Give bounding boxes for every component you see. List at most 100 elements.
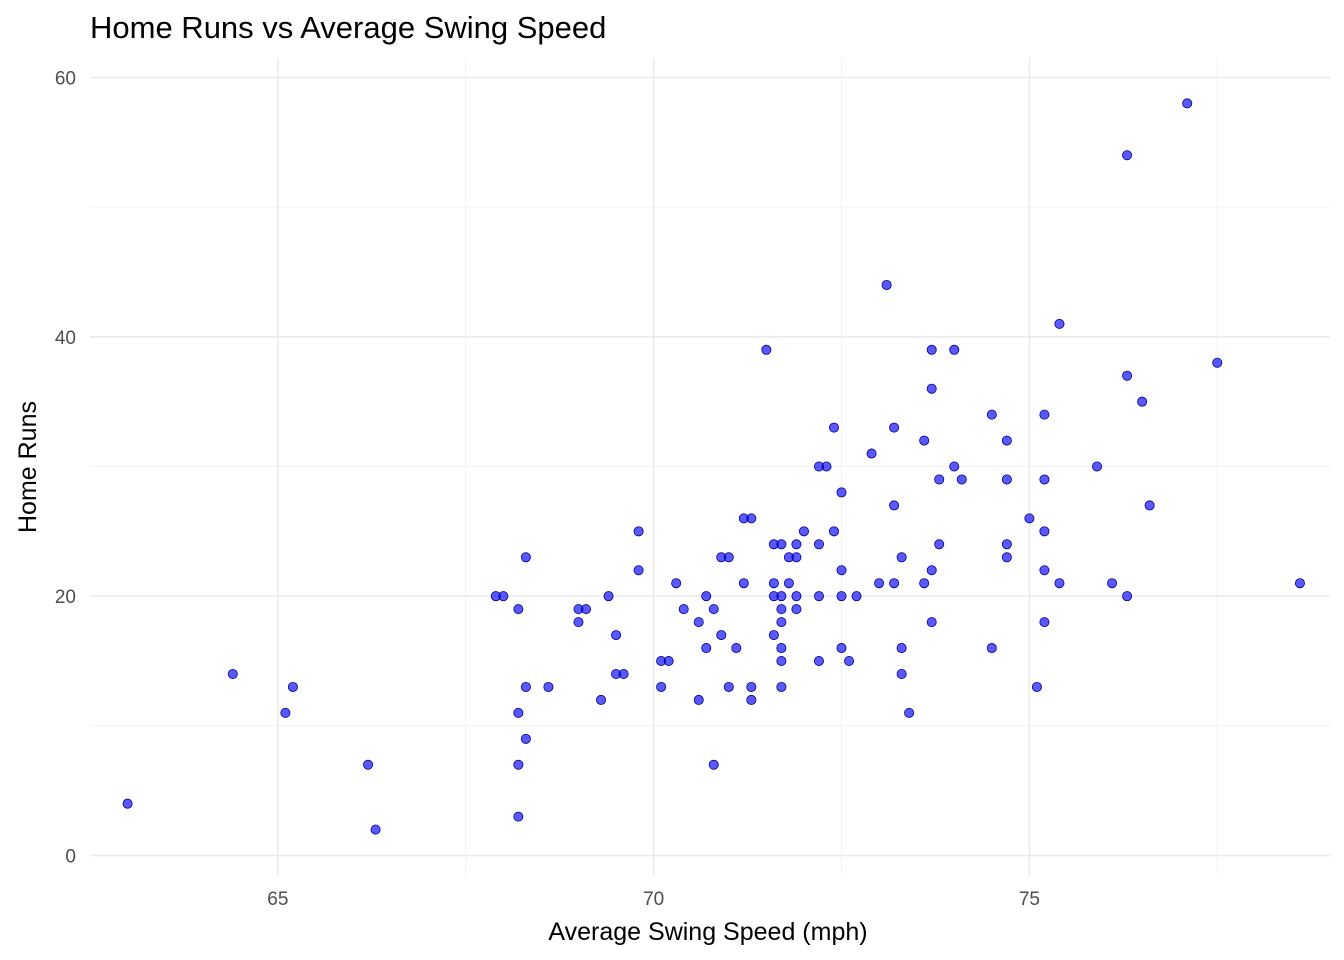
data-point — [746, 694, 757, 705]
data-point — [919, 578, 930, 589]
data-point — [1039, 474, 1050, 485]
data-point — [513, 707, 524, 718]
data-point — [956, 474, 967, 485]
data-point — [813, 656, 824, 667]
data-point — [866, 448, 877, 459]
data-point — [791, 604, 802, 615]
data-point — [1001, 539, 1012, 550]
data-point — [776, 539, 787, 550]
data-point — [813, 591, 824, 602]
data-point — [1137, 396, 1148, 407]
y-tick-label: 60 — [55, 68, 76, 89]
data-point — [498, 591, 509, 602]
data-point — [1039, 409, 1050, 420]
data-point — [1092, 461, 1103, 472]
data-point — [520, 733, 531, 744]
data-point — [370, 824, 381, 835]
data-point — [122, 798, 133, 809]
data-point — [656, 681, 667, 692]
data-point — [708, 604, 719, 615]
data-point — [791, 539, 802, 550]
data-point — [603, 591, 614, 602]
data-point — [889, 500, 900, 511]
chart-title: Home Runs vs Average Swing Speed — [90, 10, 607, 45]
data-point — [618, 668, 629, 679]
data-point — [701, 643, 712, 654]
data-point — [280, 707, 291, 718]
data-point — [693, 694, 704, 705]
data-point — [543, 681, 554, 692]
data-point — [363, 759, 374, 770]
data-point — [896, 552, 907, 563]
data-point — [1182, 98, 1193, 109]
data-point — [836, 591, 847, 602]
data-point — [776, 591, 787, 602]
data-point — [701, 591, 712, 602]
data-point — [986, 643, 997, 654]
data-point — [678, 604, 689, 615]
data-point — [874, 578, 885, 589]
data-point — [926, 383, 937, 394]
data-points — [122, 98, 1305, 835]
data-point — [813, 539, 824, 550]
data-point — [791, 591, 802, 602]
data-point — [723, 681, 734, 692]
data-point — [889, 422, 900, 433]
data-point — [889, 578, 900, 589]
data-point — [1054, 318, 1065, 329]
data-point — [881, 279, 892, 290]
data-point — [513, 759, 524, 770]
data-point — [596, 694, 607, 705]
x-tick-label: 65 — [267, 889, 288, 910]
data-point — [776, 604, 787, 615]
grid — [90, 58, 1330, 875]
data-point — [738, 578, 749, 589]
data-point — [904, 707, 915, 718]
data-point — [798, 526, 809, 537]
data-point — [1054, 578, 1065, 589]
data-point — [1001, 552, 1012, 563]
data-point — [896, 668, 907, 679]
data-point — [1107, 578, 1118, 589]
x-tick-label: 75 — [1019, 889, 1040, 910]
data-point — [768, 630, 779, 641]
data-point — [1001, 435, 1012, 446]
data-point — [520, 552, 531, 563]
data-point — [723, 552, 734, 563]
data-point — [1144, 500, 1155, 511]
data-point — [287, 681, 298, 692]
data-point — [1122, 370, 1133, 381]
data-point — [513, 811, 524, 822]
data-point — [844, 656, 855, 667]
x-axis-title: Average Swing Speed (mph) — [548, 918, 867, 946]
data-point — [776, 656, 787, 667]
data-point — [791, 552, 802, 563]
data-point — [573, 617, 584, 628]
data-point — [776, 681, 787, 692]
data-point — [731, 643, 742, 654]
x-tick-label: 70 — [643, 889, 664, 910]
data-point — [581, 604, 592, 615]
y-tick-label: 40 — [55, 328, 76, 349]
y-tick-label: 0 — [65, 847, 76, 868]
data-point — [716, 630, 727, 641]
data-point — [836, 487, 847, 498]
data-point — [671, 578, 682, 589]
data-point — [761, 344, 772, 355]
data-point — [746, 681, 757, 692]
data-point — [1001, 474, 1012, 485]
data-point — [1039, 617, 1050, 628]
y-axis-title: Home Runs — [14, 401, 42, 533]
data-point — [919, 435, 930, 446]
data-point — [783, 578, 794, 589]
data-point — [663, 656, 674, 667]
data-point — [836, 643, 847, 654]
data-point — [1024, 513, 1035, 524]
data-point — [227, 668, 238, 679]
data-point — [1122, 150, 1133, 161]
data-point — [836, 565, 847, 576]
data-point — [776, 617, 787, 628]
data-point — [851, 591, 862, 602]
data-point — [776, 643, 787, 654]
